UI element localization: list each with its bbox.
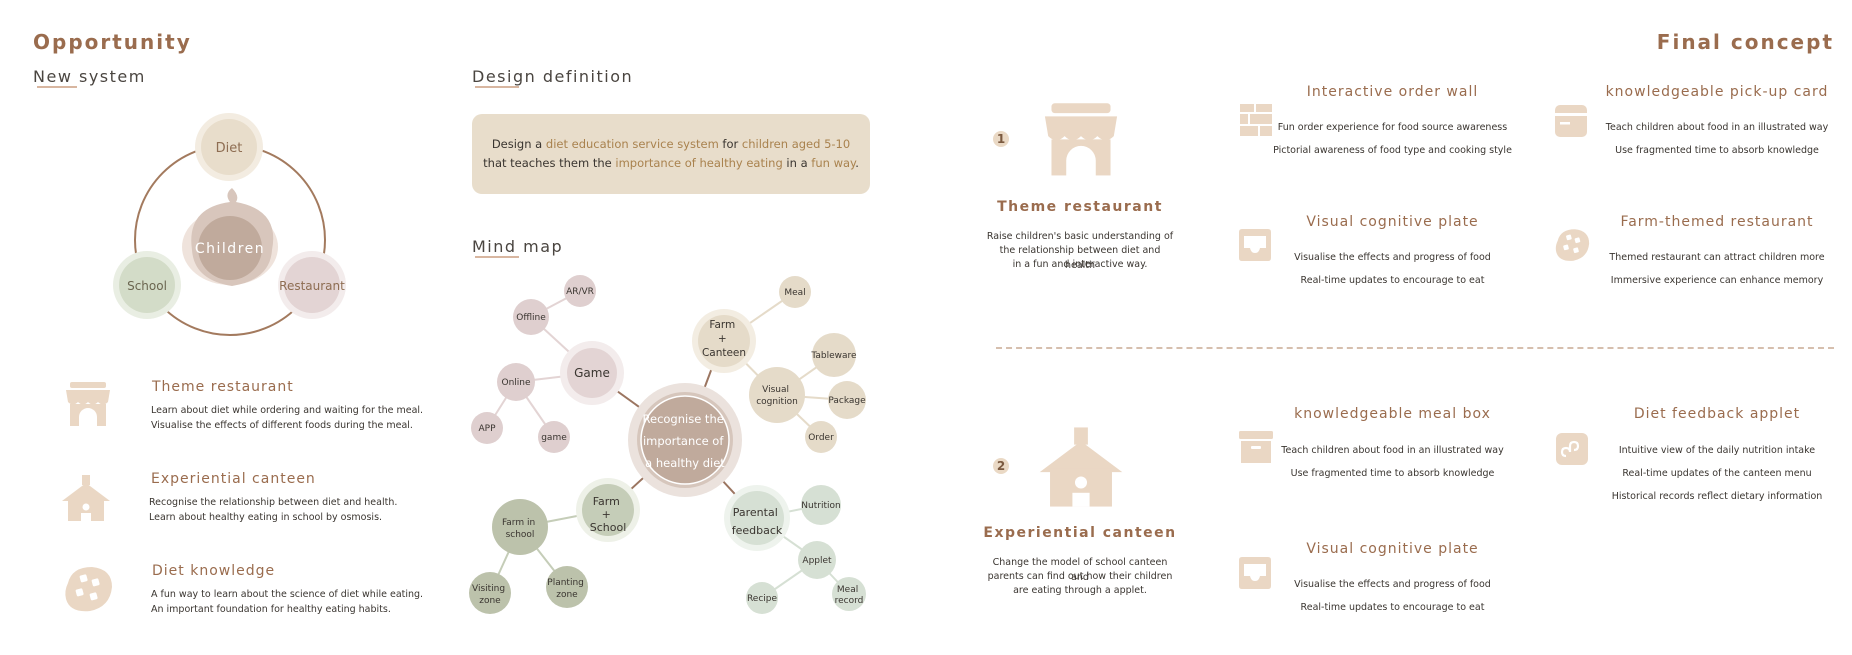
concept-1-title: Theme restaurant	[997, 199, 1163, 215]
concept-1-item-4-title: Farm-themed restaurant	[1620, 214, 1814, 230]
concept-2-number: 2	[993, 458, 1009, 474]
children-node: Children	[195, 241, 265, 257]
concept-1-item-2-title: knowledgeable pick-up card	[1605, 84, 1829, 100]
concept-2-item-3-line-1: Visualise the effects and progress of fo…	[1294, 579, 1491, 590]
mindmap-recipe: Recipe	[747, 594, 778, 604]
concept-1-item-1-line-2: Pictorial awareness of food type and coo…	[1273, 145, 1512, 156]
mindmap-online: Online	[501, 378, 530, 388]
mind-map-underline	[475, 256, 519, 258]
mindmap-visual-cognition: Visual cognition	[756, 385, 798, 407]
mindmap-farm-in-school: Farm in school	[502, 518, 538, 540]
house-icon	[62, 475, 110, 521]
concept-1-item-3-line-1: Visualise the effects and progress of fo…	[1294, 252, 1491, 263]
mindmap-visiting-zone: Visiting zone	[472, 584, 508, 606]
concept-1-desc-2: the relationship between diet and health	[999, 245, 1161, 271]
final-concept-heading: Final concept	[1656, 30, 1834, 54]
box-icon	[1239, 431, 1273, 463]
concept-2-title: Experiential canteen	[983, 525, 1177, 541]
concept-2-item-3-title: Visual cognitive plate	[1306, 541, 1479, 557]
concept-divider	[996, 347, 1834, 349]
left-feature-1-line-1: Learn about diet while ordering and wait…	[151, 405, 424, 416]
left-feature-3-line-2: An important foundation for healthy eati…	[151, 604, 391, 615]
left-feature-1-title: Theme restaurant	[152, 379, 294, 395]
new-system-subheading: New system	[33, 67, 146, 86]
cookie-icon	[1555, 229, 1590, 261]
mindmap-farm-school: Farm + School	[590, 495, 627, 534]
concept-2-item-1-line-2: Use fragmented time to absorb knowledge	[1290, 468, 1495, 479]
house-icon	[1039, 427, 1123, 507]
definition-line-1: Design a diet education service system f…	[491, 137, 851, 151]
left-feature-1-line-2: Visualise the effects of different foods…	[151, 420, 413, 431]
new-system-diagram: Diet School Restaurant Children	[113, 113, 346, 336]
mindmap-parental-feedback: Parental feedback	[732, 506, 783, 537]
card-icon	[1555, 105, 1587, 137]
concept-1-item-1-title: Interactive order wall	[1306, 84, 1479, 100]
concept-2-desc-1: Change the model of school canteen and	[992, 557, 1168, 583]
grid-wall-icon	[1240, 104, 1272, 136]
mindmap-planting-zone: Planting zone	[547, 578, 586, 600]
mindmap-applet: Applet	[802, 556, 832, 566]
mindmap-app: APP	[478, 424, 496, 434]
left-feature-3-line-1: A fun way to learn about the science of …	[151, 589, 424, 600]
concept-2-item-3-line-2: Real-time updates to encourage to eat	[1300, 602, 1485, 613]
mindmap-center: Recognise the importance of a healthy di…	[643, 412, 728, 470]
tray-icon	[1239, 557, 1271, 589]
design-definition-underline	[475, 86, 519, 88]
concept-1-item-2-line-2: Use fragmented time to absorb knowledge	[1615, 145, 1819, 156]
school-node: School	[127, 279, 167, 293]
opportunity-heading: Opportunity	[33, 30, 192, 54]
diet-node: Diet	[216, 141, 243, 156]
concept-1-item-3-line-2: Real-time updates to encourage to eat	[1300, 275, 1485, 286]
mindmap-meal: Meal	[784, 288, 805, 298]
concept-2-item-1-title: knowledgeable meal box	[1294, 406, 1491, 422]
concept-2-item-1-line-1: Teach children about food in an illustra…	[1281, 445, 1504, 456]
mindmap-offline: Offline	[516, 313, 546, 323]
concept-1-item-4-line-2: Immersive experience can enhance memory	[1610, 275, 1824, 286]
concept-2-item-2-title: Diet feedback applet	[1633, 406, 1801, 422]
concept-1-desc-3: in a fun and interactive way.	[1012, 259, 1148, 270]
subheading-underline	[37, 86, 77, 88]
concept-2-desc-2: parents can find out how their children	[987, 571, 1173, 582]
left-feature-2-line-2: Learn about healthy eating in school by …	[149, 512, 383, 523]
left-feature-3-title: Diet knowledge	[152, 563, 276, 579]
concept-2-item-2-line-1: Intuitive view of the daily nutrition in…	[1618, 445, 1816, 456]
concept-1-item-4-line-1: Themed restaurant can attract children m…	[1609, 252, 1825, 263]
restaurant-node: Restaurant	[279, 279, 345, 293]
concept-2-desc-3: are eating through a applet.	[1013, 585, 1147, 596]
concept-1-item-2-line-1: Teach children about food in an illustra…	[1605, 122, 1829, 133]
mindmap-farm-canteen: Farm + Canteen	[702, 319, 746, 359]
tray-icon	[1239, 229, 1271, 261]
cookie-icon	[65, 567, 112, 612]
left-feature-2-line-1: Recognise the relationship between diet …	[149, 497, 398, 508]
design-definition-heading: Design definition	[472, 67, 634, 86]
mindmap-order: Order	[808, 433, 834, 443]
concept-1-item-3-title: Visual cognitive plate	[1306, 214, 1479, 230]
concept-1-number: 1	[993, 131, 1009, 147]
mindmap-meal-record: Meal record	[835, 585, 864, 606]
shop-icon	[66, 382, 110, 426]
concept-2-item-2-line-2: Real-time updates of the canteen menu	[1622, 468, 1812, 479]
mindmap-package: Package	[828, 396, 866, 406]
definition-line-2: that teaches them the importance of heal…	[483, 156, 859, 170]
shop-icon	[1044, 103, 1118, 176]
mindmap-game: Game	[574, 366, 610, 380]
mindmap-game-small: game	[541, 433, 567, 443]
mind-map-heading: Mind map	[472, 237, 564, 256]
concept-1-item-1-line-1: Fun order experience for food source awa…	[1277, 122, 1508, 133]
left-feature-2-title: Experiential canteen	[151, 471, 316, 487]
applet-icon	[1556, 433, 1588, 465]
mind-map-diagram: Recognise the importance of a healthy di…	[469, 275, 866, 614]
concept-1-desc-1: Raise children's basic understanding of	[986, 231, 1174, 242]
mindmap-tableware: Tableware	[810, 351, 857, 361]
concept-2-item-2-line-3: Historical records reflect dietary infor…	[1611, 491, 1823, 502]
design-definition-box: Design a diet education service system f…	[472, 114, 870, 194]
mindmap-nutrition: Nutrition	[801, 501, 840, 511]
mindmap-arvr: AR/VR	[566, 287, 594, 297]
